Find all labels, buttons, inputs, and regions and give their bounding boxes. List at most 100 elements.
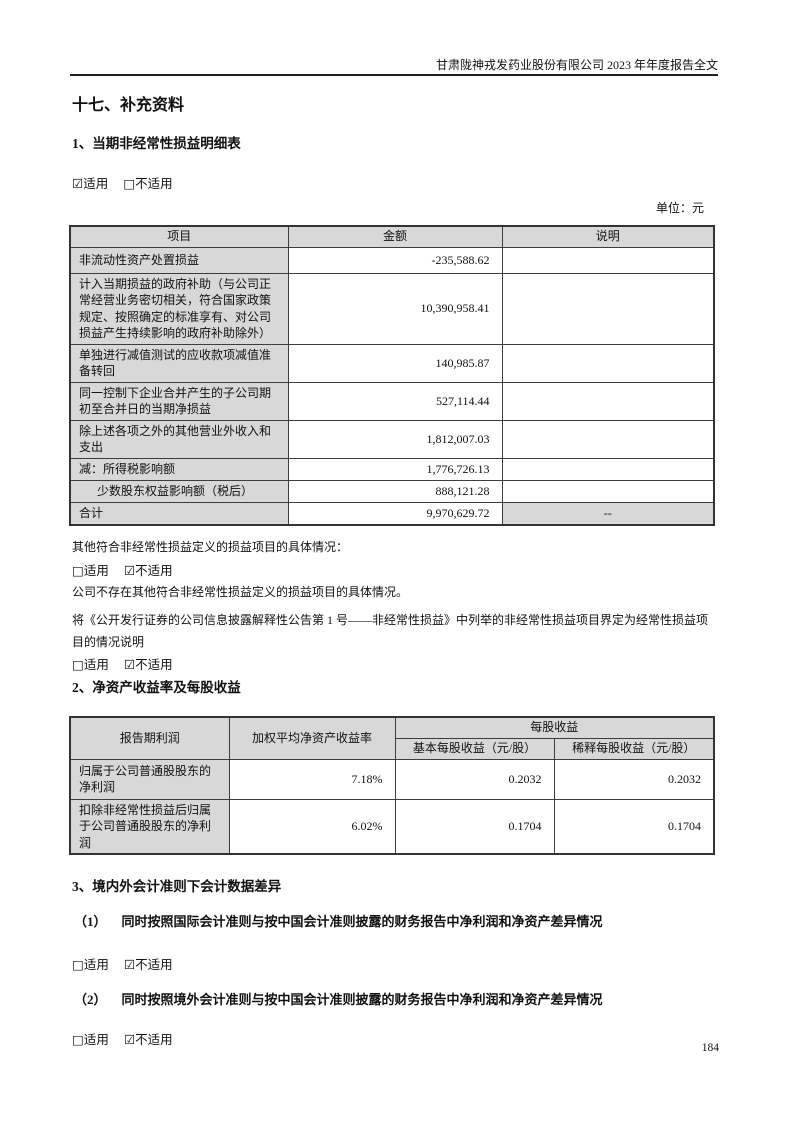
table-row: 非流动性资产处置损益 -235,588.62: [69, 246, 715, 274]
table-subheader-row: 基本每股收益（元/股） 稀释每股收益（元/股）: [70, 737, 715, 760]
subsection-2-title: 2、净资产收益率及每股收益: [72, 680, 241, 695]
checkbox-unchecked-icon: □: [72, 657, 84, 672]
checkbox-unchecked-icon: □: [123, 176, 136, 191]
table-header-row: 项目 金额 说明: [69, 225, 715, 248]
non-recurring-items-table: 项目 金额 说明 非流动性资产处置损益 -235,588.62 计入当期损益的政…: [69, 225, 715, 526]
option-not-applicable: ☑不适用: [123, 1032, 173, 1047]
total-amount-cell: 9,970,629.72: [287, 501, 503, 526]
checkbox-unchecked-icon: □: [72, 1032, 84, 1047]
applicability-line-5: □适用 ☑不适用: [72, 1032, 718, 1048]
roe-cell: 6.02%: [228, 798, 396, 855]
option-label: 不适用: [135, 658, 173, 672]
section-title: 十七、补充资料: [72, 97, 185, 114]
table-row: 单独进行减值测试的应收款项减值准备转回 140,985.87: [69, 343, 715, 383]
amount-cell: 10,390,958.41: [287, 272, 503, 345]
note-cell: [501, 246, 715, 274]
col-header-eps-group: 每股收益: [394, 716, 715, 739]
col-header-diluted-eps: 稀释每股收益（元/股）: [553, 737, 715, 760]
diluted-eps-cell: 0.2032: [553, 758, 715, 800]
option-label: 适用: [83, 958, 109, 972]
note-cell: [501, 272, 715, 345]
amount-cell: 527,114.44: [287, 381, 503, 421]
subsection-1-title: 1、当期非经常性损益明细表: [72, 136, 241, 151]
option-label: 不适用: [135, 177, 173, 191]
option-not-applicable: □不适用: [123, 176, 173, 191]
amount-cell: 140,985.87: [287, 343, 503, 383]
option-applicable: □适用: [72, 957, 109, 972]
col-header-roe: 加权平均净资产收益率: [228, 716, 396, 760]
page-content: 甘肃陇神戎发药业股份有限公司 2023 年年度报告全文 十七、补充资料 1、当期…: [69, 0, 718, 1048]
basic-eps-cell: 0.2032: [394, 758, 555, 800]
item-number: （2）: [74, 992, 107, 1007]
subsection-3-title: 3、境内外会计准则下会计数据差异: [72, 879, 282, 894]
note-cell: [501, 479, 715, 503]
table-row: 同一控制下企业合并产生的子公司期初至合并日的当期净损益 527,114.44: [69, 381, 715, 421]
applicability-line-1: ☑适用 □不适用: [72, 176, 718, 192]
amount-cell: 1,812,007.03: [287, 419, 503, 459]
checkbox-unchecked-icon: □: [72, 563, 84, 578]
table-row: 计入当期损益的政府补助（与公司正常经营业务密切相关，符合国家政策规定、按照确定的…: [69, 272, 715, 345]
subsection-3-item-1-title: （1） 同时按照国际会计准则与按中国会计准则披露的财务报告中净利润和净资产差异情…: [74, 914, 718, 929]
checkbox-checked-icon: ☑: [123, 957, 136, 972]
option-label: 不适用: [135, 1033, 173, 1047]
amount-cell: -235,588.62: [287, 246, 503, 274]
col-header-item: 项目: [69, 225, 289, 248]
unit-label: 单位：元: [655, 201, 704, 215]
item-number: （1）: [74, 914, 107, 929]
other-items-paragraph: 其他符合非经常性损益定义的损益项目的具体情况：: [72, 540, 349, 554]
option-not-applicable: ☑不适用: [123, 563, 173, 578]
col-header-amount: 金额: [287, 225, 503, 248]
applicability-line-4: □适用 ☑不适用: [72, 957, 718, 973]
applicability-line-3: □适用 ☑不适用: [72, 657, 718, 673]
option-label: 适用: [83, 564, 109, 578]
option-applicable: ☑适用: [72, 176, 108, 191]
table-row: 扣除非经常性损益后归属于公司普通股股东的净利润 6.02% 0.1704 0.1…: [69, 798, 715, 855]
checkbox-checked-icon: ☑: [72, 176, 84, 191]
total-note-cell: --: [501, 501, 715, 526]
subsection-3-item-2-title: （2） 同时按照境外会计准则与按中国会计准则披露的财务报告中净利润和净资产差异情…: [74, 992, 718, 1007]
col-header-note: 说明: [501, 225, 715, 248]
roe-eps-table: 报告期利润 加权平均净资产收益率 每股收益 基本每股收益（元/股） 稀释每股收益…: [69, 716, 716, 855]
item-cell: 少数股东权益影响额（税后）: [69, 479, 289, 503]
checkbox-checked-icon: ☑: [123, 657, 136, 672]
item-cell: 减：所得税影响额: [69, 457, 289, 481]
table-row: 归属于公司普通股股东的净利润 7.18% 0.2032 0.2032: [69, 758, 715, 800]
table-row: 减：所得税影响额 1,776,726.13: [69, 457, 715, 481]
applicability-line-2: □适用 ☑不适用: [72, 563, 718, 579]
table-row: 除上述各项之外的其他营业外收入和支出 1,812,007.03: [69, 419, 715, 459]
table-header-row: 报告期利润 加权平均净资产收益率 每股收益: [69, 716, 715, 760]
note-cell: [501, 419, 715, 459]
option-label: 不适用: [135, 564, 173, 578]
page-number: 184: [701, 1042, 719, 1054]
running-header: 甘肃陇神戎发药业股份有限公司 2023 年年度报告全文: [70, 58, 718, 76]
item-cell: 非流动性资产处置损益: [69, 246, 289, 274]
option-not-applicable: ☑不适用: [123, 657, 173, 672]
amount-cell: 888,121.28: [287, 479, 503, 503]
option-label: 适用: [83, 658, 109, 672]
checkbox-unchecked-icon: □: [72, 957, 84, 972]
item-cell: 扣除非经常性损益后归属于公司普通股股东的净利润: [69, 798, 230, 855]
item-cell: 同一控制下企业合并产生的子公司期初至合并日的当期净损益: [69, 381, 289, 421]
option-label: 适用: [83, 1033, 109, 1047]
item-cell: 除上述各项之外的其他营业外收入和支出: [69, 419, 289, 459]
diluted-eps-cell: 0.1704: [553, 798, 715, 855]
table-row: 少数股东权益影响额（税后） 888,121.28: [69, 479, 715, 503]
note-cell: [501, 381, 715, 421]
option-applicable: □适用: [72, 563, 109, 578]
table-total-row: 合计 9,970,629.72 --: [69, 501, 715, 526]
option-not-applicable: ☑不适用: [123, 957, 173, 972]
col-header-period-profit: 报告期利润: [69, 716, 230, 760]
item-cell: 计入当期损益的政府补助（与公司正常经营业务密切相关，符合国家政策规定、按照确定的…: [69, 272, 289, 345]
option-applicable: □适用: [72, 1032, 109, 1047]
note-cell: [501, 457, 715, 481]
no-other-items-paragraph: 公司不存在其他符合非经常性损益定义的损益项目的具体情况。: [72, 585, 409, 599]
item-title-text: 同时按照国际会计准则与按中国会计准则披露的财务报告中净利润和净资产差异情况: [121, 914, 603, 929]
checkbox-checked-icon: ☑: [123, 1032, 136, 1047]
item-cell: 单独进行减值测试的应收款项减值准备转回: [69, 343, 289, 383]
amount-cell: 1,776,726.13: [287, 457, 503, 481]
roe-cell: 7.18%: [228, 758, 396, 800]
item-cell: 归属于公司普通股股东的净利润: [69, 758, 230, 800]
checkbox-checked-icon: ☑: [123, 563, 136, 578]
note-cell: [501, 343, 715, 383]
